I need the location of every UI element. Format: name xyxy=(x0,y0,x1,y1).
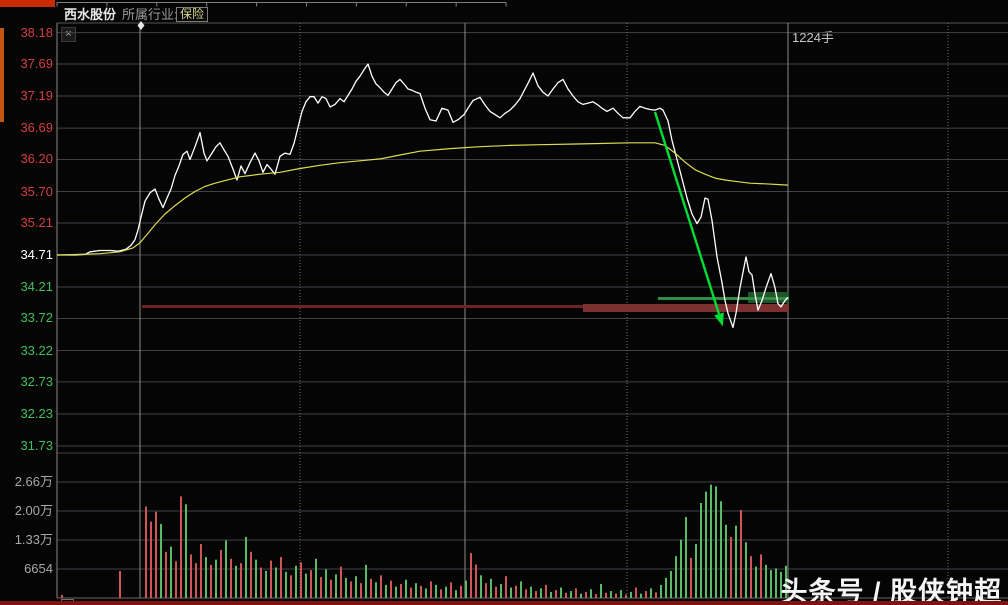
window-accent-bar xyxy=(0,0,55,7)
bottom-border-strip xyxy=(0,601,1008,605)
industry-tag[interactable]: 保险 xyxy=(176,7,209,22)
price-axis-label: 35.70 xyxy=(20,183,53,199)
annotation-levels xyxy=(142,292,789,312)
price-axis-label: 36.20 xyxy=(20,151,53,167)
chart-grid xyxy=(56,22,1008,599)
price-axis-label: 34.21 xyxy=(20,279,53,295)
price-axis-label: 33.72 xyxy=(20,310,53,326)
volume-readout: 1224手 xyxy=(792,30,834,45)
time-marker xyxy=(137,21,145,30)
average-line xyxy=(56,142,789,256)
price-axis-label: 35.21 xyxy=(20,214,53,230)
stock-name: 西水股份 xyxy=(64,7,117,22)
industry-label: 所属行业: xyxy=(122,7,178,22)
top-ruler xyxy=(56,2,507,7)
price-axis-label: 38.18 xyxy=(20,24,53,40)
price-axis-label: 32.73 xyxy=(20,373,53,389)
volume-axis-label: 2.00万 xyxy=(14,503,53,518)
watermark: 头条号 / 股侠钟超 xyxy=(780,577,1002,605)
price-line xyxy=(57,63,789,329)
left-accent-strip xyxy=(0,28,4,122)
price-axis-label: 32.23 xyxy=(20,405,53,421)
price-axis-label: 31.73 xyxy=(20,438,53,454)
close-icon[interactable]: × xyxy=(61,27,76,42)
price-axis-label: 34.71 xyxy=(20,247,53,262)
volume-axis-label: 6654 xyxy=(24,561,53,576)
price-axis-label: 33.22 xyxy=(20,342,53,358)
price-axis-label: 37.19 xyxy=(20,88,53,104)
price-lines xyxy=(56,63,789,329)
price-axis-label: 37.69 xyxy=(20,55,53,71)
price-axis-label: 36.69 xyxy=(20,120,53,136)
volume-axis-label: 2.66万 xyxy=(14,474,53,489)
volume-axis-label: 1.33万 xyxy=(14,532,53,547)
volume-bars xyxy=(61,484,787,598)
annotation-arrow xyxy=(653,111,724,327)
